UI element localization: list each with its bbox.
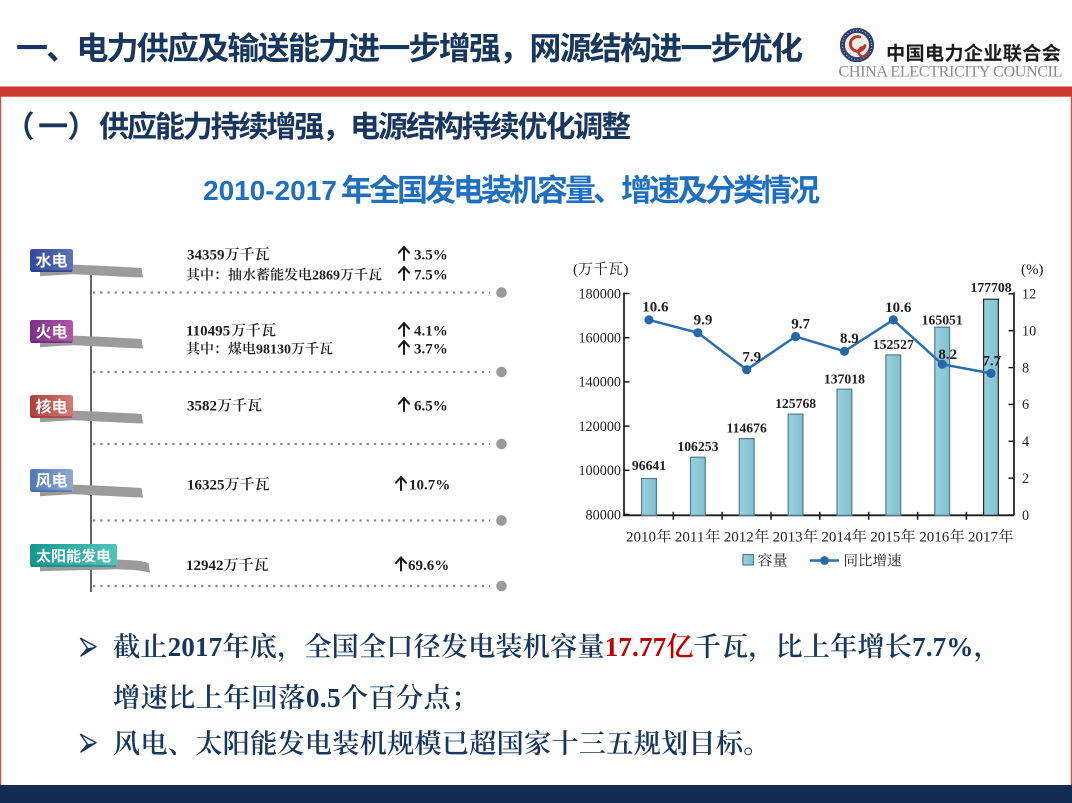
svg-text:2017: 2017 (168, 632, 223, 662)
svg-text:69.6%: 69.6% (408, 558, 449, 574)
svg-text:114676: 114676 (727, 421, 767, 436)
svg-text:2016: 2016 (919, 530, 950, 546)
svg-text:16325: 16325 (187, 478, 225, 494)
svg-text:7.9: 7.9 (742, 350, 761, 366)
svg-text:9.7: 9.7 (791, 317, 810, 333)
svg-text:7.5%: 7.5% (414, 268, 448, 284)
svg-text:2014: 2014 (821, 530, 852, 546)
svg-text:): ) (624, 262, 629, 278)
svg-text:140000: 140000 (578, 375, 621, 391)
svg-text:80000: 80000 (586, 507, 621, 523)
svg-text:0.5: 0.5 (306, 683, 341, 713)
svg-text:125768: 125768 (775, 396, 816, 411)
svg-text:98130: 98130 (256, 343, 291, 358)
svg-text:3.7%: 3.7% (414, 342, 448, 358)
svg-text:6: 6 (1022, 397, 1029, 413)
svg-text:180000: 180000 (578, 286, 621, 302)
svg-text:12: 12 (1022, 287, 1036, 303)
svg-text:8.9: 8.9 (840, 331, 859, 347)
svg-text:4: 4 (1022, 434, 1029, 450)
svg-text:10.6: 10.6 (885, 300, 912, 316)
svg-text:4.1%: 4.1% (414, 324, 448, 340)
svg-text:2869: 2869 (312, 269, 340, 284)
svg-text:137018: 137018 (824, 372, 865, 387)
svg-text:2013: 2013 (773, 530, 803, 546)
svg-text:106253: 106253 (677, 439, 718, 454)
svg-text:10.7%: 10.7% (409, 478, 450, 494)
svg-text:10: 10 (1022, 324, 1036, 340)
svg-text:2010: 2010 (626, 530, 656, 546)
svg-text:(%): (%) (1021, 262, 1044, 278)
svg-text:177708: 177708 (970, 280, 1011, 295)
svg-text:165051: 165051 (922, 313, 963, 328)
svg-text:2011: 2011 (675, 530, 704, 546)
svg-text:2: 2 (1022, 471, 1029, 487)
svg-text:2010-2017: 2010-2017 (203, 175, 337, 206)
svg-text:7.7%: 7.7% (912, 632, 974, 662)
svg-text:120000: 120000 (578, 419, 621, 435)
svg-text:3.5%: 3.5% (414, 248, 448, 264)
svg-text:152527: 152527 (873, 337, 914, 352)
svg-text:10.6: 10.6 (642, 300, 669, 316)
svg-text:(: ( (573, 262, 578, 278)
svg-text:100000: 100000 (578, 463, 621, 479)
svg-text:12942: 12942 (186, 558, 224, 574)
svg-text:110495: 110495 (186, 324, 230, 340)
svg-text:2015: 2015 (870, 530, 900, 546)
svg-text:8: 8 (1022, 360, 1029, 376)
svg-text:160000: 160000 (578, 331, 621, 347)
svg-text:CHINA ELECTRICITY COUNCIL: CHINA ELECTRICITY COUNCIL (839, 62, 1063, 80)
svg-text:3582: 3582 (187, 399, 217, 415)
svg-text:96641: 96641 (632, 458, 666, 473)
svg-text:6.5%: 6.5% (414, 399, 448, 415)
svg-text:2012: 2012 (724, 530, 754, 546)
svg-text:9.9: 9.9 (694, 313, 713, 329)
svg-text:0: 0 (1022, 508, 1029, 524)
svg-text:34359: 34359 (187, 248, 225, 264)
svg-text:2017: 2017 (968, 530, 999, 546)
svg-text:7.7: 7.7 (982, 353, 1001, 369)
svg-text:8.2: 8.2 (938, 347, 957, 363)
svg-text:17.77: 17.77 (605, 632, 667, 662)
